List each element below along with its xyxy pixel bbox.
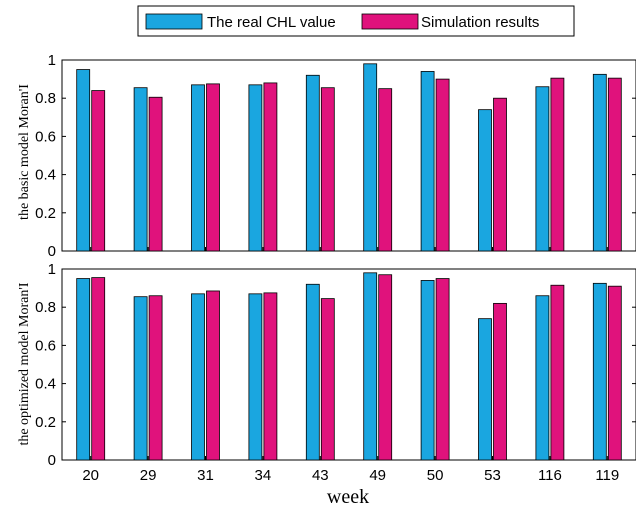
bar-real-116 (535, 86, 550, 252)
y-tick-label: 0.2 (35, 205, 56, 222)
bar-simulation-31 (206, 290, 220, 461)
bar-simulation-50 (435, 278, 450, 461)
y-tick-label: 0.2 (35, 414, 56, 431)
x-axis-label: week (327, 486, 369, 508)
y-tick-label: 0.6 (35, 337, 56, 354)
bar-simulation-53 (493, 302, 507, 461)
x-tick-label: 29 (140, 467, 157, 484)
y-tick-label: 0.8 (35, 90, 56, 107)
bar-simulation-49 (378, 88, 393, 252)
bar-real-43 (305, 74, 320, 252)
y-tick-label: 0 (48, 452, 56, 469)
bottom-panel-optimized-model: 0 0.2 0.4 0.6 0.8 1 20 29 31 34 43 49 50 53 116 119 (35, 261, 636, 484)
y-tick-label: 0.4 (35, 167, 56, 184)
bar-simulation-43 (320, 87, 335, 252)
y-tick-label: 1 (48, 52, 56, 69)
bar-real-119 (592, 73, 607, 252)
bar-real-116 (535, 295, 550, 461)
bar-simulation-119 (607, 77, 622, 252)
top-panel-basic-model: 0 0.2 0.4 0.6 0.8 1 (35, 52, 636, 260)
bar-simulation-34 (263, 292, 278, 461)
bar-simulation-31 (206, 83, 220, 252)
x-tick-label: 116 (538, 467, 562, 484)
bar-real-31 (191, 84, 205, 252)
bar-real-50 (420, 280, 435, 461)
x-tick-label: 31 (197, 467, 214, 484)
x-tick-label: 50 (427, 467, 444, 484)
bar-real-20 (76, 278, 91, 461)
bar-simulation-53 (493, 97, 507, 252)
bottom-ylabel: the optimized model Moran'I (17, 282, 32, 445)
x-tick-label: 53 (484, 467, 501, 484)
bar-real-53 (478, 109, 492, 252)
x-tick-label: 43 (312, 467, 329, 484)
legend: The real CHL value Simulation results (137, 5, 575, 37)
legend-swatch-simulation (361, 13, 419, 30)
bar-simulation-50 (435, 78, 450, 252)
top-ylabel: the basic model Moran'I (17, 84, 32, 220)
y-tick-label: 0 (48, 243, 56, 260)
legend-label-real: The real CHL value (207, 14, 336, 31)
x-tick-label: 20 (82, 467, 99, 484)
bar-simulation-20 (91, 90, 106, 252)
bar-simulation-43 (320, 298, 335, 461)
bar-real-29 (133, 296, 148, 461)
bar-simulation-49 (378, 274, 393, 461)
bar-real-49 (363, 272, 378, 461)
bar-real-49 (363, 63, 378, 252)
legend-box (137, 5, 575, 37)
bar-real-119 (592, 282, 607, 461)
bar-real-34 (248, 84, 263, 252)
y-tick-label: 0.4 (35, 376, 56, 393)
bar-real-20 (76, 69, 91, 252)
bar-real-50 (420, 71, 435, 252)
legend-swatch-real (145, 13, 203, 30)
bar-simulation-116 (550, 77, 565, 252)
bar-simulation-29 (148, 295, 163, 461)
y-tick-label: 1 (48, 261, 56, 278)
y-tick-label: 0.6 (35, 128, 56, 145)
bar-real-53 (478, 318, 492, 461)
bar-simulation-34 (263, 82, 278, 252)
bar-real-29 (133, 87, 148, 252)
bar-real-34 (248, 293, 263, 461)
bar-simulation-20 (91, 277, 106, 461)
plot-frame (61, 59, 636, 252)
x-tick-label: 49 (369, 467, 386, 484)
x-tick-label: 119 (595, 467, 619, 484)
plot-frame (61, 268, 636, 461)
x-tick-label: 34 (255, 467, 272, 484)
y-tick-label: 0.8 (35, 299, 56, 316)
bar-simulation-116 (550, 284, 565, 461)
bar-simulation-29 (148, 96, 163, 252)
legend-label-simulation: Simulation results (421, 14, 539, 31)
bar-real-43 (305, 283, 320, 461)
bar-real-31 (191, 293, 205, 461)
bar-simulation-119 (607, 285, 622, 461)
